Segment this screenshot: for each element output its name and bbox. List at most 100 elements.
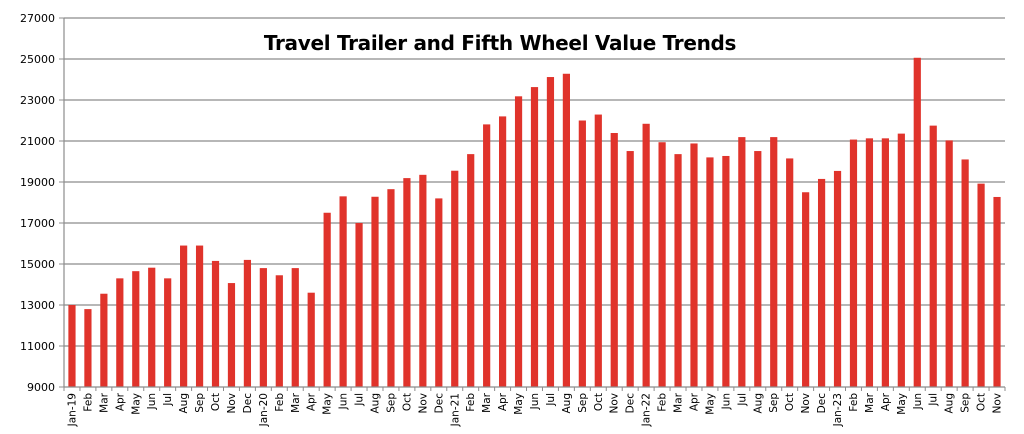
x-tick-label: Feb <box>274 393 286 412</box>
bar <box>897 133 905 387</box>
x-tick-label: Jul <box>354 393 366 407</box>
bar <box>562 73 570 387</box>
y-tick-label: 15000 <box>20 258 55 271</box>
bar <box>180 245 188 387</box>
bar <box>355 223 363 387</box>
y-tick-label: 11000 <box>20 340 55 353</box>
bar <box>227 283 236 387</box>
x-tick-label: Dec <box>433 393 445 414</box>
x-tick-label: Sep <box>577 393 589 413</box>
bar <box>929 125 937 387</box>
bar <box>195 245 204 387</box>
x-tick-label: Oct <box>401 393 413 411</box>
x-tick-label: Sep <box>385 393 397 413</box>
bar <box>993 196 1001 387</box>
bar <box>546 77 555 387</box>
x-tick-label: Jan-22 <box>641 393 653 427</box>
bar <box>817 178 826 387</box>
bar <box>84 309 92 387</box>
x-tick-label: Jun <box>529 393 541 410</box>
x-tick-label: Sep <box>960 393 972 413</box>
bar <box>849 139 858 387</box>
bar <box>706 157 714 387</box>
x-tick-label: Jan-23 <box>832 393 844 427</box>
y-tick-label: 19000 <box>20 176 55 189</box>
bar <box>578 120 586 387</box>
y-tick-label: 13000 <box>20 299 55 312</box>
x-tick-label: May <box>513 393 525 415</box>
x-axis-tick-labels: Jan-19 Feb Mar Apr May Jun Jul Aug Sep Oct Nov Dec J… <box>66 392 1003 427</box>
bar <box>690 143 698 387</box>
x-tick-label: Aug <box>561 393 573 414</box>
x-tick-label: May <box>322 393 334 415</box>
x-tick-label: Jan-21 <box>449 393 461 427</box>
x-tick-label: Feb <box>465 393 477 412</box>
y-tick-label: 25000 <box>20 53 55 66</box>
x-tick-label: Feb <box>848 393 860 412</box>
x-tick-label: Nov <box>226 393 238 414</box>
bar <box>483 124 491 388</box>
x-tick-label: Jul <box>928 393 940 407</box>
x-tick-label: Jun <box>720 393 732 410</box>
bar <box>259 268 267 387</box>
bar <box>148 267 156 387</box>
x-tick-label: Apr <box>688 392 700 411</box>
x-tick-label: Oct <box>784 393 796 411</box>
x-tick-label: Mar <box>481 392 493 412</box>
x-tick-label: Jan-19 <box>66 393 78 427</box>
bar <box>419 174 427 387</box>
x-tick-label: Jun <box>912 393 924 410</box>
x-tick-label: Feb <box>82 393 94 412</box>
x-tick-label: Dec <box>242 393 254 414</box>
bar <box>514 96 523 387</box>
bar <box>132 271 140 387</box>
axes <box>63 18 1006 391</box>
bar <box>211 260 220 387</box>
x-tick-label: May <box>704 393 716 415</box>
x-tick-label: Mar <box>673 392 685 412</box>
y-tick-label: 17000 <box>20 217 55 230</box>
x-tick-label: Apr <box>306 392 318 411</box>
x-tick-label: Jan-20 <box>258 393 270 427</box>
bar <box>786 158 794 387</box>
x-tick-label: Oct <box>976 393 988 411</box>
x-tick-label: Dec <box>625 393 637 414</box>
x-tick-label: Sep <box>768 393 780 413</box>
bar <box>961 159 969 387</box>
bar <box>770 137 778 387</box>
bar <box>371 196 379 387</box>
x-tick-label: Jun <box>338 393 350 410</box>
bar <box>451 170 459 387</box>
x-tick-label: Nov <box>417 393 429 414</box>
bar <box>530 87 539 388</box>
bar <box>387 189 395 387</box>
x-tick-label: May <box>130 393 142 415</box>
x-tick-label: Nov <box>800 393 812 414</box>
x-tick-label: Aug <box>752 393 764 414</box>
x-tick-label: Apr <box>497 392 509 411</box>
x-tick-label: May <box>896 393 908 415</box>
y-tick-label: 21000 <box>20 135 55 148</box>
bar <box>339 196 347 387</box>
x-tick-label: Sep <box>194 393 206 413</box>
bar <box>68 305 76 387</box>
x-tick-label: Aug <box>178 393 190 414</box>
bar <box>307 292 315 387</box>
x-tick-label: Mar <box>98 392 110 412</box>
y-tick-label: 23000 <box>20 94 55 107</box>
bar <box>754 151 762 387</box>
bar <box>626 151 634 387</box>
x-tick-label: Jul <box>162 393 174 407</box>
x-tick-label: Dec <box>816 393 828 414</box>
bar <box>291 268 299 387</box>
bar <box>833 170 842 387</box>
bar <box>642 123 650 387</box>
bar <box>881 138 889 387</box>
x-tick-label: Oct <box>210 393 222 411</box>
bar <box>594 114 602 388</box>
x-tick-label: Jul <box>545 393 557 407</box>
bar <box>977 183 985 387</box>
y-tick-label: 27000 <box>20 12 55 25</box>
bars <box>68 57 1001 388</box>
